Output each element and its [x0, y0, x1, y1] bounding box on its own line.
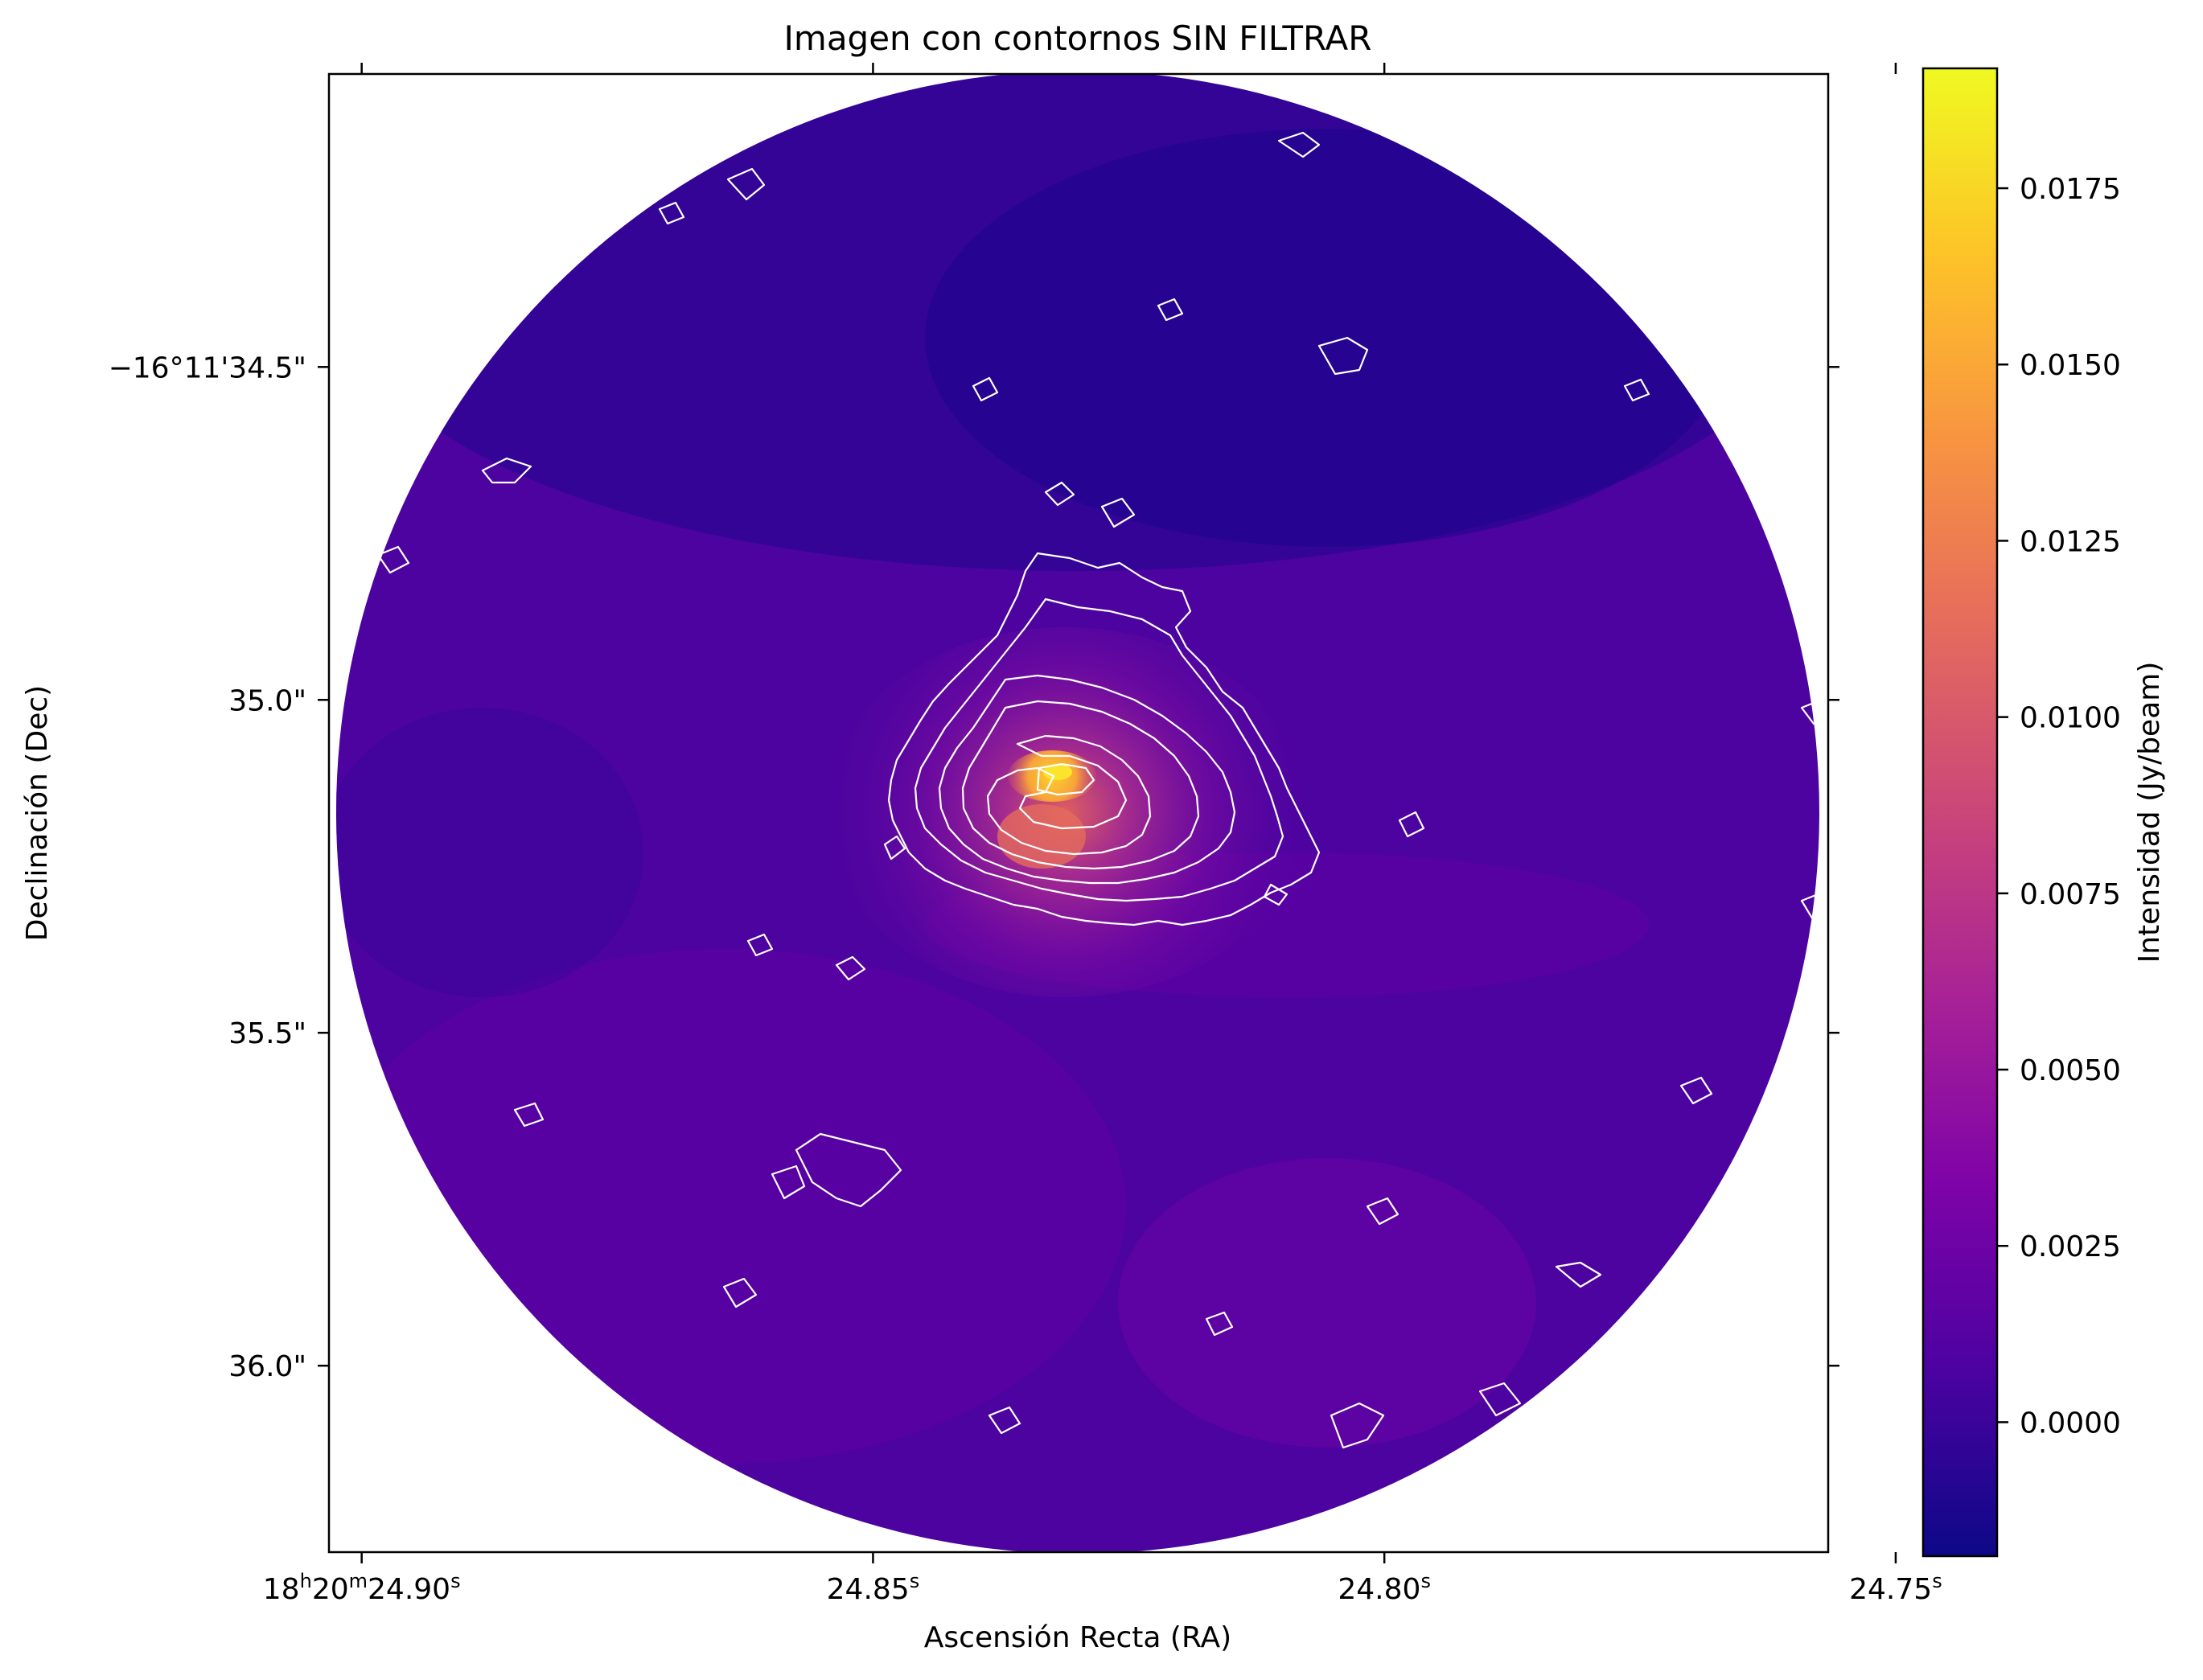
- colorbar-tick-label: 0.0025: [2020, 1230, 2121, 1263]
- x-tick-label: 24.85s: [827, 1570, 920, 1606]
- y-tick-label: 36.0": [228, 1350, 306, 1383]
- chart-title: Imagen con contornos SIN FILTRAR: [784, 18, 1372, 58]
- colorbar-label: Intensidad (Jy/beam): [2133, 662, 2166, 963]
- plot-frame: [327, 72, 1830, 1554]
- x-tick-label: 24.75s: [1849, 1570, 1942, 1606]
- colorbar-tick-label: 0.0000: [2020, 1407, 2121, 1440]
- colorbar-tick-label: 0.0125: [2020, 525, 2121, 558]
- image-field: [336, 74, 1828, 1552]
- colorbar-ticks: 0.0000 0.0025 0.0050 0.0075 0.0100 0.0125 0.01…: [1997, 173, 2121, 1440]
- x-tick-label: 24.80s: [1338, 1570, 1431, 1606]
- colorbar-tick-label: 0.0050: [2020, 1054, 2121, 1087]
- colorbar-tick-label: 0.0075: [2020, 878, 2121, 911]
- y-axis-ticks: −16°11'34.5" 35.0" 35.5" 36.0": [109, 351, 1839, 1383]
- contour-lines: [376, 131, 1828, 1451]
- y-axis-label: Declinación (Dec): [21, 685, 54, 941]
- y-tick-label: −16°11'34.5": [109, 351, 306, 384]
- colorbar-tick-label: 0.0150: [2020, 349, 2121, 382]
- colorbar-tick-label: 0.0175: [2020, 173, 2121, 206]
- x-tick-label: 18h20m24.90s: [263, 1570, 461, 1606]
- y-tick-label: 35.5": [228, 1017, 306, 1050]
- y-tick-label: 35.0": [228, 684, 306, 717]
- colorbar-tick-label: 0.0100: [2020, 702, 2121, 735]
- x-axis-label: Ascensión Recta (RA): [924, 1621, 1231, 1654]
- colorbar: [1921, 67, 1999, 1558]
- x-axis-ticks: 18h20m24.90s 24.85s 24.80s 24.75s: [263, 63, 1942, 1606]
